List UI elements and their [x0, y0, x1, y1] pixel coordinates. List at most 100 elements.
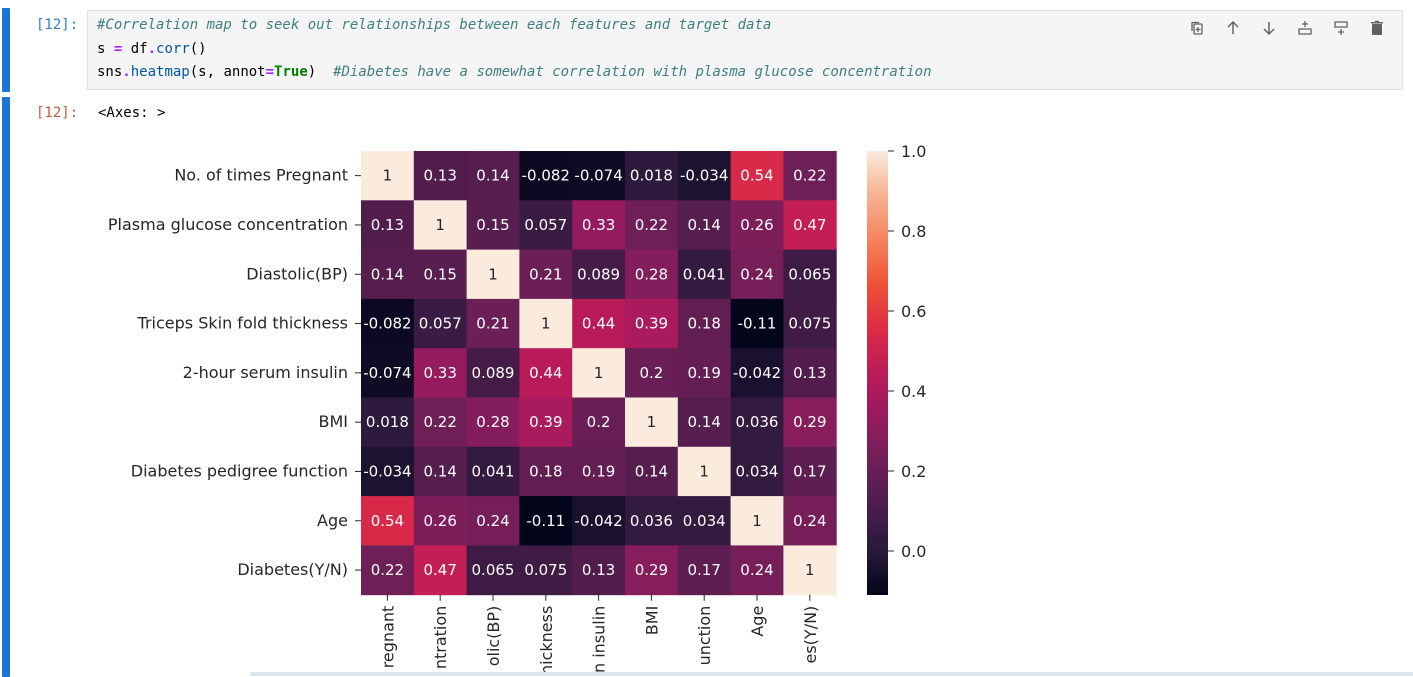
cell-annotation: 0.19: [687, 364, 720, 382]
cell-annotation: 0.24: [476, 512, 509, 530]
cell-annotation: 0.47: [793, 216, 826, 234]
cell-annotation: 0.26: [740, 216, 773, 234]
colorbar-tick-label: 0.0: [901, 542, 926, 561]
output-collapser-bar[interactable]: [2, 97, 10, 677]
cell-annotation: 1: [594, 364, 604, 382]
delete-icon[interactable]: [1366, 17, 1388, 39]
cell-annotation: 0.22: [423, 413, 456, 431]
heatmap-cell: [730, 200, 784, 251]
heatmap-cell: [783, 348, 837, 398]
move-down-icon[interactable]: [1258, 17, 1280, 39]
row-tick-label: Triceps Skin fold thickness: [137, 314, 348, 333]
heatmap-cell: [730, 151, 784, 201]
cell-annotation: 0.14: [635, 462, 668, 480]
code-token: #Diabetes have a somewhat correlation wi…: [333, 64, 932, 80]
heatmap-cell: [466, 446, 520, 497]
cell-annotation: 0.075: [788, 315, 831, 333]
heatmap-cell: [519, 446, 573, 497]
heatmap-cell: [783, 298, 837, 349]
heatmap-cell: [677, 249, 732, 300]
cell-annotation: 0.19: [582, 462, 615, 480]
cell-annotation: 0.065: [788, 265, 831, 283]
cell-annotation: 0.14: [371, 265, 404, 283]
heatmap-cell: [361, 151, 415, 201]
move-up-icon[interactable]: [1222, 17, 1244, 39]
row-tick-label: Diabetes pedigree function: [131, 461, 348, 480]
heatmap-cell: [783, 200, 837, 251]
heatmap-cell: [413, 545, 468, 596]
heatmap-cell: [572, 200, 626, 251]
heatmap-cell: [625, 545, 679, 596]
insert-below-icon[interactable]: [1330, 17, 1352, 39]
cell-annotation: 0.14: [687, 413, 720, 431]
code-line: s = df.corr(): [97, 41, 207, 57]
code-token: (): [189, 40, 207, 57]
heatmap-cell: [677, 348, 732, 398]
heatmap-cell: [730, 298, 784, 349]
cell-annotation: 0.15: [423, 265, 456, 283]
cell-annotation: 0.057: [524, 216, 567, 234]
heatmap-cell: [677, 397, 732, 448]
cell-annotation: 0.2: [587, 413, 611, 431]
cell-annotation: 0.034: [683, 512, 726, 530]
cell-annotation: 0.13: [582, 561, 615, 579]
cell-annotation: 0.14: [687, 216, 720, 234]
cell-annotation: -0.042: [733, 364, 781, 382]
heatmap-cell: [572, 397, 626, 448]
colorbar-tick-label: 0.6: [901, 302, 926, 321]
horizontal-scrollbar[interactable]: [250, 672, 1413, 676]
cell-annotation: 0.22: [371, 561, 404, 579]
code-token: True: [274, 64, 308, 80]
cell-annotation: 0.13: [793, 364, 826, 382]
cell-annotation: 0.2: [639, 364, 663, 382]
cell-annotation: 0.28: [635, 265, 668, 283]
heatmap-cell: [783, 446, 837, 497]
input-cell[interactable]: [12]: #Correlation map to seek out relat…: [0, 0, 1413, 94]
duplicate-icon[interactable]: [1186, 17, 1208, 39]
cell-annotation: 0.47: [423, 561, 456, 579]
cell-annotation: 0.39: [635, 315, 668, 333]
code-token: sns: [97, 64, 123, 80]
heatmap-cell: [625, 397, 679, 448]
code-editor[interactable]: #Correlation map to seek out relationshi…: [87, 10, 1403, 90]
cell-annotation: 0.22: [793, 167, 826, 185]
cell-annotation: 0.036: [630, 512, 673, 530]
heatmap-cell: [466, 545, 520, 596]
heatmap-cell: [783, 496, 837, 546]
heatmap-cell: [466, 151, 520, 201]
code-line: sns.heatmap(s, annot=True) #Diabetes hav…: [97, 64, 932, 80]
heatmap-cell: [783, 545, 837, 596]
row-tick-label: Plasma glucose concentration: [108, 215, 348, 234]
cell-annotation: -0.082: [363, 315, 411, 333]
cell-annotation: 0.24: [740, 265, 773, 283]
heatmap-cell: [519, 397, 573, 448]
code-token: heatmap: [130, 64, 190, 80]
insert-above-icon[interactable]: [1294, 17, 1316, 39]
input-prompt: [12]:: [36, 17, 79, 33]
cell-annotation: -0.074: [363, 364, 411, 382]
heatmap-cell: [519, 151, 573, 201]
cell-annotation: 0.26: [423, 512, 456, 530]
heatmap-cell: [677, 298, 732, 349]
cell-annotation: 1: [647, 413, 657, 431]
heatmap-cell: [413, 446, 468, 497]
cell-annotation: 0.041: [472, 462, 515, 480]
cell-annotation: 0.041: [683, 265, 726, 283]
cell-annotation: 0.22: [635, 216, 668, 234]
cell-annotation: 1: [488, 265, 498, 283]
heatmap-cell: [783, 151, 837, 201]
heatmap-cell: [519, 545, 573, 596]
heatmap-cell: [677, 545, 732, 596]
heatmap-cell: [466, 348, 520, 398]
cell-annotation: 0.54: [740, 167, 773, 185]
col-tick-label: Age: [748, 606, 767, 637]
heatmap-cell: [625, 446, 679, 497]
heatmap-cell: [361, 496, 415, 546]
cell-annotation: 0.034: [736, 462, 779, 480]
cell-annotation: 0.29: [635, 561, 668, 579]
cell-annotation: 0.39: [529, 413, 562, 431]
cell-annotation: 1: [541, 315, 551, 333]
code-token: .: [122, 64, 131, 80]
heatmap-cell: [361, 397, 415, 448]
cell-annotation: 1: [435, 216, 445, 234]
